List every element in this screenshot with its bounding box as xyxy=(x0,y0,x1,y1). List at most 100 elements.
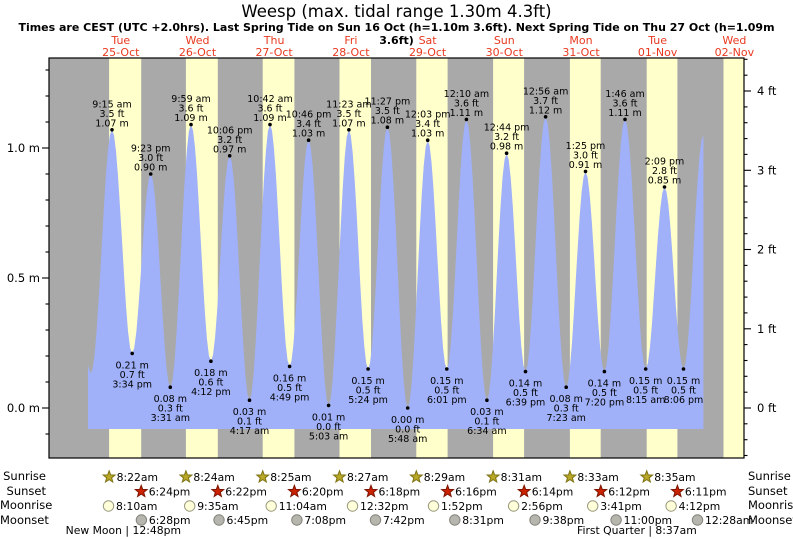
moonrise-time: 9:35am xyxy=(197,500,238,513)
moonrise-icon xyxy=(265,500,277,512)
tide-annotation-line: 1.09 m xyxy=(174,113,207,124)
sunset-icon xyxy=(670,483,685,498)
moonrise-time: 3:41pm xyxy=(600,500,642,513)
tide-point xyxy=(227,154,232,158)
sunrise-row-label-left: Sunrise xyxy=(3,469,46,483)
moonrise-time: 8:10am xyxy=(116,500,157,513)
tide-annotation-line: 0.00 m xyxy=(391,415,424,426)
day-label-date: 29-Oct xyxy=(409,46,447,59)
tide-annotation-line: 11:23 am xyxy=(326,99,371,110)
day-label-date: 28-Oct xyxy=(332,46,370,59)
tide-annotation-line: 3.6 ft xyxy=(257,104,282,115)
moonset-time: 8:31pm xyxy=(462,514,504,527)
tide-annotation-line: 1.09 m xyxy=(253,113,286,124)
tide-annotation-line: 3.4 ft xyxy=(415,119,440,130)
moon-phase-label: New Moon | 12:48pm xyxy=(66,524,181,537)
sunrise-icon xyxy=(101,469,117,484)
tide-annotation-line: 12:44 pm xyxy=(484,123,530,134)
tide-annotation-line: 2.8 ft xyxy=(652,166,677,177)
tide-point xyxy=(189,122,193,127)
tide-annotation-line: 0.16 m xyxy=(273,373,306,384)
sunset-time: 6:22pm xyxy=(225,485,267,498)
tide-annotation-line: 0.08 m xyxy=(154,394,187,405)
moonset-time: 7:08pm xyxy=(304,514,346,527)
tide-annotation-line: 6:39 pm xyxy=(506,398,546,409)
tide-annotation-line: 1:46 am xyxy=(605,89,644,100)
tide-annotation-line: 3.6 ft xyxy=(454,98,479,109)
tide-annotation-line: 8:06 pm xyxy=(664,395,704,406)
tide-point xyxy=(168,385,173,390)
tide-point xyxy=(583,169,588,174)
moonset-row-label-right: Moonset xyxy=(748,514,793,527)
tide-annotation-line: 0.15 m xyxy=(351,376,384,387)
tide-annotation-line: 0.0 ft xyxy=(316,422,341,433)
tide-annotation-line: 10:06 pm xyxy=(207,125,253,136)
tide-annotation-line: 1.03 m xyxy=(411,129,444,140)
tide-annotation-line: 3.5 ft xyxy=(336,109,361,120)
tide-area xyxy=(88,116,704,430)
tide-point xyxy=(287,364,292,369)
tide-annotation-line: 5:03 am xyxy=(309,431,348,442)
tide-annotation-line: 3.2 ft xyxy=(217,135,242,146)
moonset-time: 6:28pm xyxy=(149,514,191,527)
sunset-time: 6:11pm xyxy=(685,485,727,498)
day-label-date: 25-Oct xyxy=(102,46,140,59)
tide-annotation-line: 0.5 ft xyxy=(434,386,459,397)
sunrise-time: 8:35am xyxy=(654,471,695,484)
moonrise-icon xyxy=(587,500,599,512)
tide-annotation-line: 12:03 pm xyxy=(405,110,451,121)
tide-annotation-line: 11:27 pm xyxy=(365,97,411,108)
tide-annotation-line: 7:23 am xyxy=(546,413,585,424)
tide-annotation-line: 0.03 m xyxy=(470,407,503,418)
tide-annotation-line: 5:24 pm xyxy=(348,395,388,406)
tide-annotation-line: 3.0 ft xyxy=(573,150,598,161)
tide-point xyxy=(148,172,153,176)
sunrise-icon xyxy=(639,469,654,484)
tide-annotation-line: 1.08 m xyxy=(371,116,404,127)
tide-annotation-line: 0.85 m xyxy=(648,176,681,187)
day-label-date: 31-Oct xyxy=(562,46,600,59)
day-label-dow: Tue xyxy=(647,34,667,47)
tide-point xyxy=(425,138,430,142)
tide-point xyxy=(523,369,528,374)
tide-point xyxy=(464,117,469,122)
tide-annotation-line: 3.6 ft xyxy=(612,98,637,109)
moonset-icon xyxy=(291,514,303,526)
day-label-dow: Wed xyxy=(722,34,746,47)
sunset-icon xyxy=(593,483,609,498)
tide-annotation-line: 9:59 am xyxy=(171,94,210,105)
y-right-tick-label: 2 ft xyxy=(757,243,777,257)
tide-annotation-line: 3:31 am xyxy=(151,413,190,424)
sunrise-icon xyxy=(485,469,501,484)
moonset-icon xyxy=(691,514,704,526)
sunset-time: 6:12pm xyxy=(608,485,650,498)
moonrise-icon xyxy=(665,500,677,512)
tide-annotation-line: 0.3 ft xyxy=(554,404,579,415)
day-label-date: 30-Oct xyxy=(486,46,524,59)
tide-point xyxy=(306,138,311,142)
tide-annotation-line: 1.11 m xyxy=(450,108,483,119)
moonset-icon xyxy=(529,514,541,526)
tide-annotation-line: 5:48 am xyxy=(388,434,427,445)
tide-annotation-line: 0.08 m xyxy=(549,394,582,405)
tide-annotation-line: 4:49 pm xyxy=(270,392,310,403)
tide-point xyxy=(623,117,627,122)
moonrise-time: 2:56pm xyxy=(521,500,563,513)
moon-phase-label: First Quarter | 8:37am xyxy=(577,524,697,537)
tide-annotation-line: 0.98 m xyxy=(490,142,523,153)
sunset-time: 6:14pm xyxy=(532,485,574,498)
tide-annotation-line: 7:20 pm xyxy=(585,398,625,409)
y-right-tick-label: 1 ft xyxy=(757,322,777,336)
tide-point xyxy=(504,151,509,155)
sunrise-icon xyxy=(332,469,347,484)
tide-annotation-line: 0.90 m xyxy=(134,163,167,174)
tide-annotation-line: 3.4 ft xyxy=(296,119,321,130)
tide-annotation-line: 3:34 pm xyxy=(112,379,152,390)
moonset-time: 12:28am xyxy=(705,514,753,527)
tide-annotation-line: 0.1 ft xyxy=(474,417,499,428)
tide-point xyxy=(247,398,252,403)
tide-annotation-line: 0.1 ft xyxy=(237,417,262,428)
sunset-time: 6:20pm xyxy=(302,485,344,498)
tide-point xyxy=(405,406,410,410)
